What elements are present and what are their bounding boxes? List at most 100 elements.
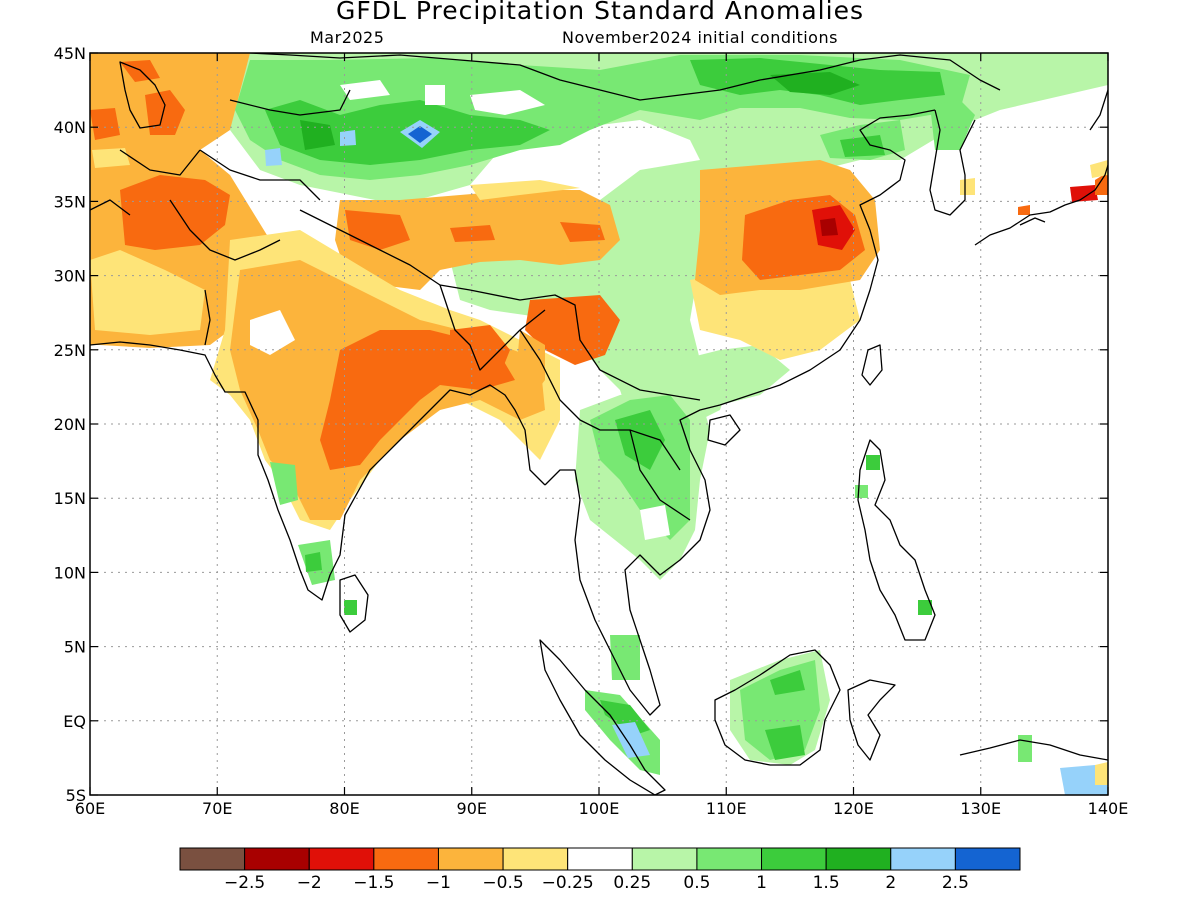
lon-label: 110E [706, 799, 747, 818]
lat-label: 15N [54, 489, 86, 508]
shade-iraq-dark-orange [90, 108, 120, 140]
shade-japan-orange [1095, 172, 1108, 195]
shade-kyushu-orange [1018, 205, 1030, 215]
shade-blue-core [408, 126, 432, 143]
shade-newguinea-pale [1095, 762, 1108, 785]
shade-south-china-light-green [680, 345, 790, 405]
latitude-labels: 5S EQ 5N 10N 15N 20N 25N 30N 35N 40N 45N [54, 44, 86, 805]
shade-myanmar-orange [525, 295, 620, 365]
shade-india-white [250, 310, 295, 355]
india-coastline [90, 341, 546, 601]
colorbar-label: −1.5 [353, 873, 395, 893]
shade-myanmar-orange-2 [515, 330, 545, 400]
shade-srilanka-green [344, 600, 357, 615]
shade-light-blue-patch-1 [265, 148, 282, 166]
srilanka-outline [339, 574, 369, 633]
shade-newguinea-green [1018, 735, 1032, 762]
initial-conditions-label: November2024 initial conditions [562, 28, 838, 47]
lat-label: 40N [54, 118, 86, 137]
newguinea-outline [959, 739, 1108, 761]
shade-korea-green [930, 100, 975, 150]
japan-outline [974, 89, 1108, 246]
lat-label: 10N [54, 563, 86, 582]
philippines-outline [857, 439, 936, 641]
south-asia-borders [439, 284, 691, 521]
colorbar-label: −1 [425, 873, 451, 893]
sulawesi-outline [847, 679, 896, 761]
taiwan-outline [861, 344, 883, 386]
colorbar-swatch [502, 847, 569, 871]
china-mongolia-border [249, 53, 1001, 101]
colorbar-swatch [631, 847, 698, 871]
shade-laos-white [640, 505, 670, 540]
shade-south-india-mid-green [305, 552, 322, 572]
colorbar-label: 0.25 [613, 873, 652, 893]
shade-indochina-mid-green [615, 410, 665, 470]
lon-label: 100E [579, 799, 620, 818]
shade-west-asia-pale [90, 250, 205, 335]
lat-label: 5S [66, 786, 86, 805]
colorbar-swatch [825, 847, 892, 871]
lat-label: 45N [54, 44, 86, 63]
colorbar-label: 2.5 [941, 873, 969, 893]
shade-malaya-green [610, 635, 640, 680]
colorbar-label: −0.5 [482, 873, 524, 893]
korea-outline [929, 109, 976, 216]
axis-ticks [89, 52, 1109, 796]
lat-label: 5N [64, 638, 86, 657]
china-south-border [299, 209, 701, 401]
gridlines [90, 53, 1108, 795]
shade-japan-red [1070, 185, 1098, 202]
colorbar-label: −2.5 [223, 873, 266, 893]
shade-luzon-green [866, 455, 880, 470]
coastlines-and-borders [90, 53, 1108, 795]
borneo-outline [714, 649, 841, 766]
colorbar-label: 0.5 [683, 873, 711, 893]
shade-tibet-dark-orange-2 [560, 222, 605, 242]
south-china-coastline [719, 109, 936, 406]
sumatra-outline [539, 639, 666, 795]
shade-white-patch-b [470, 90, 545, 115]
colorbar-swatch [308, 847, 375, 871]
shade-white-patch-c [340, 80, 390, 100]
lon-label: 90E [457, 799, 487, 818]
colorbar-swatch [761, 847, 827, 871]
shade-caucasus-pale [92, 148, 130, 168]
lon-label: 80E [329, 799, 359, 818]
shade-sumatra-mid-green [600, 700, 650, 735]
shade-luzon-green-2 [855, 485, 868, 498]
colorbar-label: 1 [756, 873, 767, 893]
colorbar-label: −2 [296, 873, 322, 893]
colorbar-label: 1.5 [812, 873, 840, 893]
colorbar-swatch [567, 847, 633, 871]
colorbar-swatch [437, 847, 504, 871]
lat-label: 25N [54, 341, 86, 360]
shade-white-patch-a [425, 85, 445, 105]
colorbar-label: −0.25 [541, 873, 594, 893]
shade-iran-dark-orange [120, 175, 230, 250]
lon-label: 70E [202, 799, 232, 818]
shade-sw-india-green [270, 462, 298, 505]
shade-tibet-pale [470, 180, 580, 200]
lat-label: 20N [54, 415, 86, 434]
colorbar-swatch [954, 847, 1021, 871]
longitude-labels: 60E 70E 80E 90E 100E 110E 120E 130E 140E [75, 799, 1129, 818]
colorbar-swatch [890, 847, 956, 871]
colorbar-swatch [244, 847, 310, 871]
colorbar-swatch [179, 847, 246, 871]
shade-tibet-dark-orange-3 [450, 225, 495, 242]
hainan-outline [707, 414, 741, 446]
colorbar-swatch [373, 847, 439, 871]
shade-bangladesh-dark-orange [450, 325, 510, 380]
lon-label: 120E [833, 799, 874, 818]
shade-borneo-mid-green [765, 725, 805, 760]
shade-nchina-mid-green [840, 135, 885, 157]
colorbar [179, 847, 1021, 871]
caspian-outline [119, 61, 166, 129]
lon-label: 130E [960, 799, 1001, 818]
colorbar-swatch [696, 847, 763, 871]
shade-east-china-dark-red [820, 218, 838, 236]
lat-label: 35N [54, 192, 86, 211]
indochina-coastline [544, 404, 721, 716]
shade-light-blue-patch-2 [340, 130, 356, 146]
